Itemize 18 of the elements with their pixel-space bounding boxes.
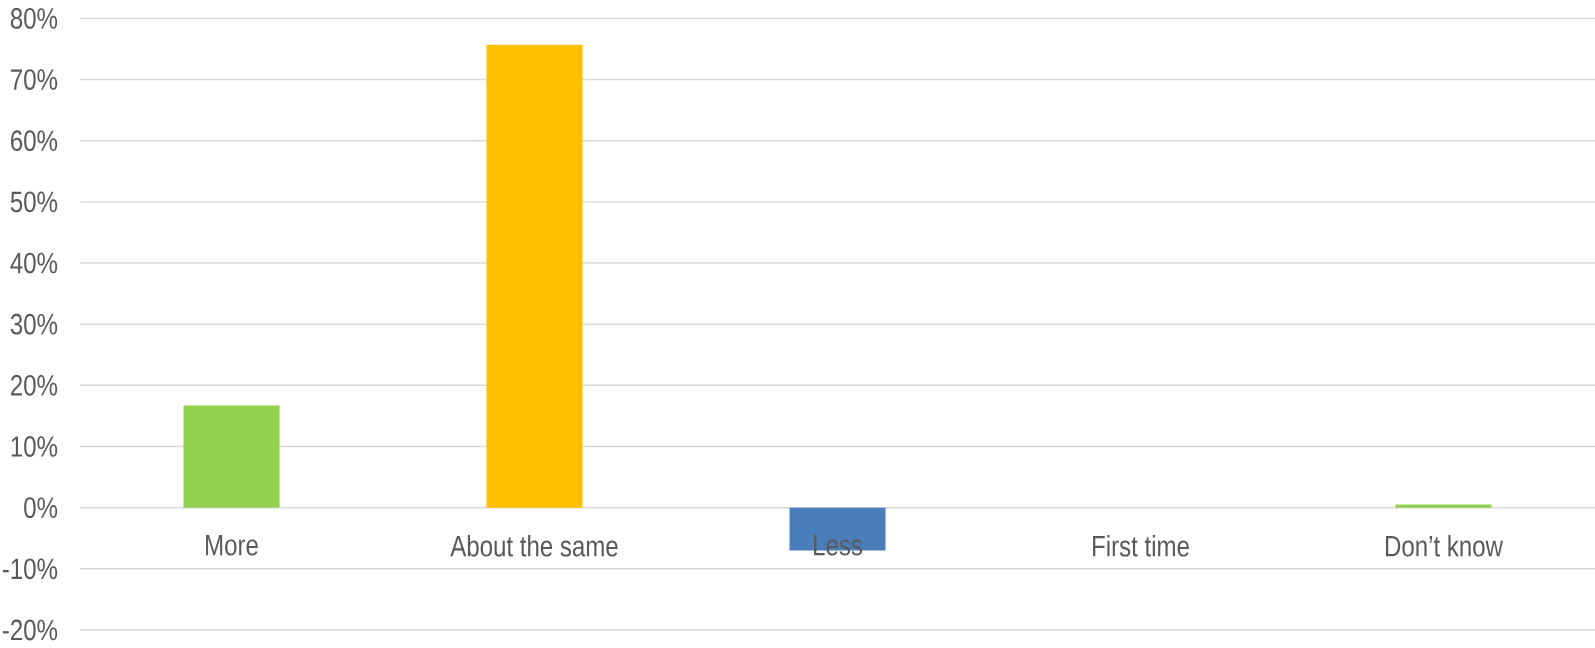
y-tick-label: -20%: [2, 619, 58, 641]
y-tick-label: 0%: [24, 497, 58, 519]
bar: [486, 44, 583, 508]
x-tick-label: Don’t know: [1385, 535, 1504, 557]
y-tick-label: 10%: [11, 436, 58, 457]
x-tick-label: About the same: [450, 535, 618, 557]
y-tick-label: 70%: [11, 69, 58, 90]
y-tick-label: 60%: [11, 130, 58, 152]
y-tick-label: 80%: [10, 8, 58, 29]
x-tick-label: First time: [1093, 535, 1189, 557]
y-tick-label: 40%: [10, 252, 58, 274]
x-tick-label: More: [206, 535, 258, 556]
y-tick-label: 50%: [10, 191, 58, 213]
y-tick-label: 20%: [11, 374, 58, 396]
bar: [183, 405, 280, 508]
y-tick-label: -10%: [2, 558, 58, 580]
bar: [1395, 504, 1492, 508]
y-tick-label: 30%: [10, 313, 58, 335]
